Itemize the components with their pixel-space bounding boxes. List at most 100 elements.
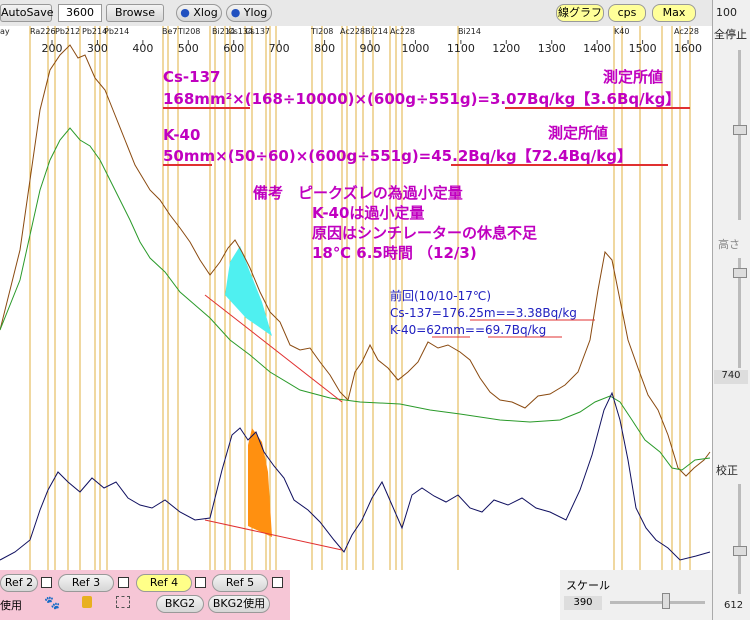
nuclide-label: Cs137 bbox=[245, 27, 270, 36]
nuclide-label: Ra226 bbox=[30, 27, 56, 36]
ref2-checkbox[interactable] bbox=[41, 577, 52, 588]
previous-note: 前回(10/10-17℃) bbox=[390, 288, 491, 303]
nuclide-label: Ac228 bbox=[674, 27, 699, 36]
tick-label: 900 bbox=[360, 42, 381, 55]
scale-thumb[interactable] bbox=[662, 593, 670, 609]
tick-label: 500 bbox=[178, 42, 199, 55]
tick-label: 1400 bbox=[583, 42, 611, 55]
tick-label: 400 bbox=[132, 42, 153, 55]
tick-label: 600 bbox=[223, 42, 244, 55]
spectrum-curve bbox=[0, 44, 711, 477]
slider-track bbox=[738, 50, 741, 220]
scale-panel bbox=[560, 570, 712, 620]
nuclide-label: ay bbox=[0, 27, 10, 36]
cs-note: 測定所値 bbox=[603, 68, 663, 86]
ylog-label: Ylog bbox=[243, 6, 268, 19]
nuclide-label: Ac228 bbox=[340, 27, 365, 36]
tick-label: 1000 bbox=[401, 42, 429, 55]
nuclide-label: Bi214 bbox=[212, 27, 235, 36]
remark: 原因はシンチレーターの休息不足 bbox=[312, 224, 538, 242]
use-label: 使用 bbox=[0, 599, 22, 612]
nuclide-label: K40 bbox=[614, 27, 629, 36]
ylog-button[interactable]: ● Ylog bbox=[226, 4, 272, 22]
nuclide-label: Tl208 bbox=[177, 27, 200, 36]
height-value: 740 bbox=[714, 370, 748, 384]
time-field[interactable]: 3600 bbox=[58, 4, 102, 22]
stop-label: 全停止 bbox=[714, 28, 747, 41]
previous-note: Cs-137=176.25m==3.38Bq/kg bbox=[390, 306, 577, 320]
ref4-button[interactable]: Ref 4 bbox=[136, 574, 192, 592]
nuclide-label: Tl208 bbox=[310, 27, 333, 36]
slider-thumb[interactable] bbox=[733, 125, 747, 135]
nuclide-label: Bi214 bbox=[365, 27, 388, 36]
height-track bbox=[738, 258, 741, 368]
tick-label: 1300 bbox=[538, 42, 566, 55]
height-thumb[interactable] bbox=[733, 268, 747, 278]
height-label: 高さ bbox=[718, 238, 740, 251]
nuclide-label: Cs134 bbox=[228, 27, 253, 36]
nuclide-lines bbox=[29, 26, 691, 570]
scale-label: スケール bbox=[566, 579, 610, 592]
cs137-net-area bbox=[248, 428, 272, 537]
net-curve bbox=[0, 391, 711, 561]
paw-icon[interactable]: 🐾 bbox=[44, 596, 61, 611]
nuclide-label: Ac228 bbox=[390, 27, 415, 36]
cs-title: Cs-137 bbox=[163, 68, 220, 86]
ref3-checkbox[interactable] bbox=[118, 577, 129, 588]
tick-label: 800 bbox=[314, 42, 335, 55]
tick-label: 300 bbox=[87, 42, 108, 55]
ref5-checkbox[interactable] bbox=[272, 577, 283, 588]
scale-value: 390 bbox=[564, 596, 602, 610]
remark: 備考 ピークズレの為過小定量 bbox=[253, 184, 463, 202]
baseline-line bbox=[204, 519, 343, 551]
nuclide-label: Pb214 bbox=[82, 27, 107, 36]
channel-axis: 200 300 400 500 600 700 800 900 1000 1100 1200 1300… bbox=[42, 40, 702, 55]
nuclide-label: Be7 bbox=[162, 27, 178, 36]
k-note: 測定所値 bbox=[548, 124, 608, 142]
tick-label: 1200 bbox=[492, 42, 520, 55]
ref2-button[interactable]: Ref 2 bbox=[0, 574, 38, 592]
tick-label: 200 bbox=[42, 42, 63, 55]
background-curve bbox=[0, 127, 711, 471]
tick-label: 1100 bbox=[447, 42, 475, 55]
nuclide-label: Pb214 bbox=[104, 27, 129, 36]
nuclide-labels: ay Ra226 Pb212 Pb214 Pb214 Be7 Tl208 Bi2… bbox=[0, 27, 699, 36]
nuclide-label: Pb212 bbox=[55, 27, 80, 36]
xlog-label: Xlog bbox=[193, 6, 218, 19]
tick-label: 1600 bbox=[674, 42, 702, 55]
grid-icon[interactable] bbox=[116, 596, 130, 608]
spacer bbox=[290, 570, 560, 620]
bkg2-button[interactable]: BKG2 bbox=[156, 595, 204, 613]
cs137-peak-area bbox=[225, 246, 272, 336]
ref4-checkbox[interactable] bbox=[195, 577, 206, 588]
lock-icon[interactable] bbox=[82, 596, 92, 608]
cs-formula: 168mm²×(168÷10000)×(600g÷551g)=3.07Bq/kg… bbox=[163, 90, 680, 108]
autosave-button[interactable]: AutoSave bbox=[0, 4, 54, 22]
nuclide-label: Bi214 bbox=[458, 27, 481, 36]
ref5-button[interactable]: Ref 5 bbox=[212, 574, 268, 592]
ref3-button[interactable]: Ref 3 bbox=[58, 574, 114, 592]
remark: 18℃ 6.5時間 （12/3) bbox=[312, 244, 477, 262]
bkg2-use-button[interactable]: BKG2使用 bbox=[208, 595, 270, 613]
graph-mode-button[interactable]: 線グラフ bbox=[556, 4, 604, 22]
max-value: 100 bbox=[716, 6, 737, 19]
tick-label: 700 bbox=[269, 42, 290, 55]
k-title: K-40 bbox=[163, 126, 200, 144]
remark: K-40は過小定量 bbox=[312, 204, 424, 222]
calib-track bbox=[738, 484, 741, 594]
cps-button[interactable]: cps bbox=[608, 4, 646, 22]
calib-thumb[interactable] bbox=[733, 546, 747, 556]
calib-label: 校正 bbox=[716, 464, 738, 477]
side-panel bbox=[712, 0, 750, 620]
tick-label: 1500 bbox=[629, 42, 657, 55]
previous-note: K-40=62mm==69.7Bq/kg bbox=[390, 323, 546, 337]
spectrum-plot: 200 300 400 500 600 700 800 900 1000 1100 1200 1300… bbox=[0, 26, 711, 570]
calib-value: 612 bbox=[724, 600, 744, 611]
baseline-line bbox=[204, 294, 343, 403]
k-formula: 50mm×(50÷60)×(600g÷551g)=45.2Bq/kg【72.4B… bbox=[163, 147, 632, 165]
xlog-button[interactable]: ● Xlog bbox=[176, 4, 222, 22]
browse-button[interactable]: Browse bbox=[106, 4, 164, 22]
scale-track bbox=[610, 601, 705, 604]
max-button[interactable]: Max bbox=[652, 4, 696, 22]
